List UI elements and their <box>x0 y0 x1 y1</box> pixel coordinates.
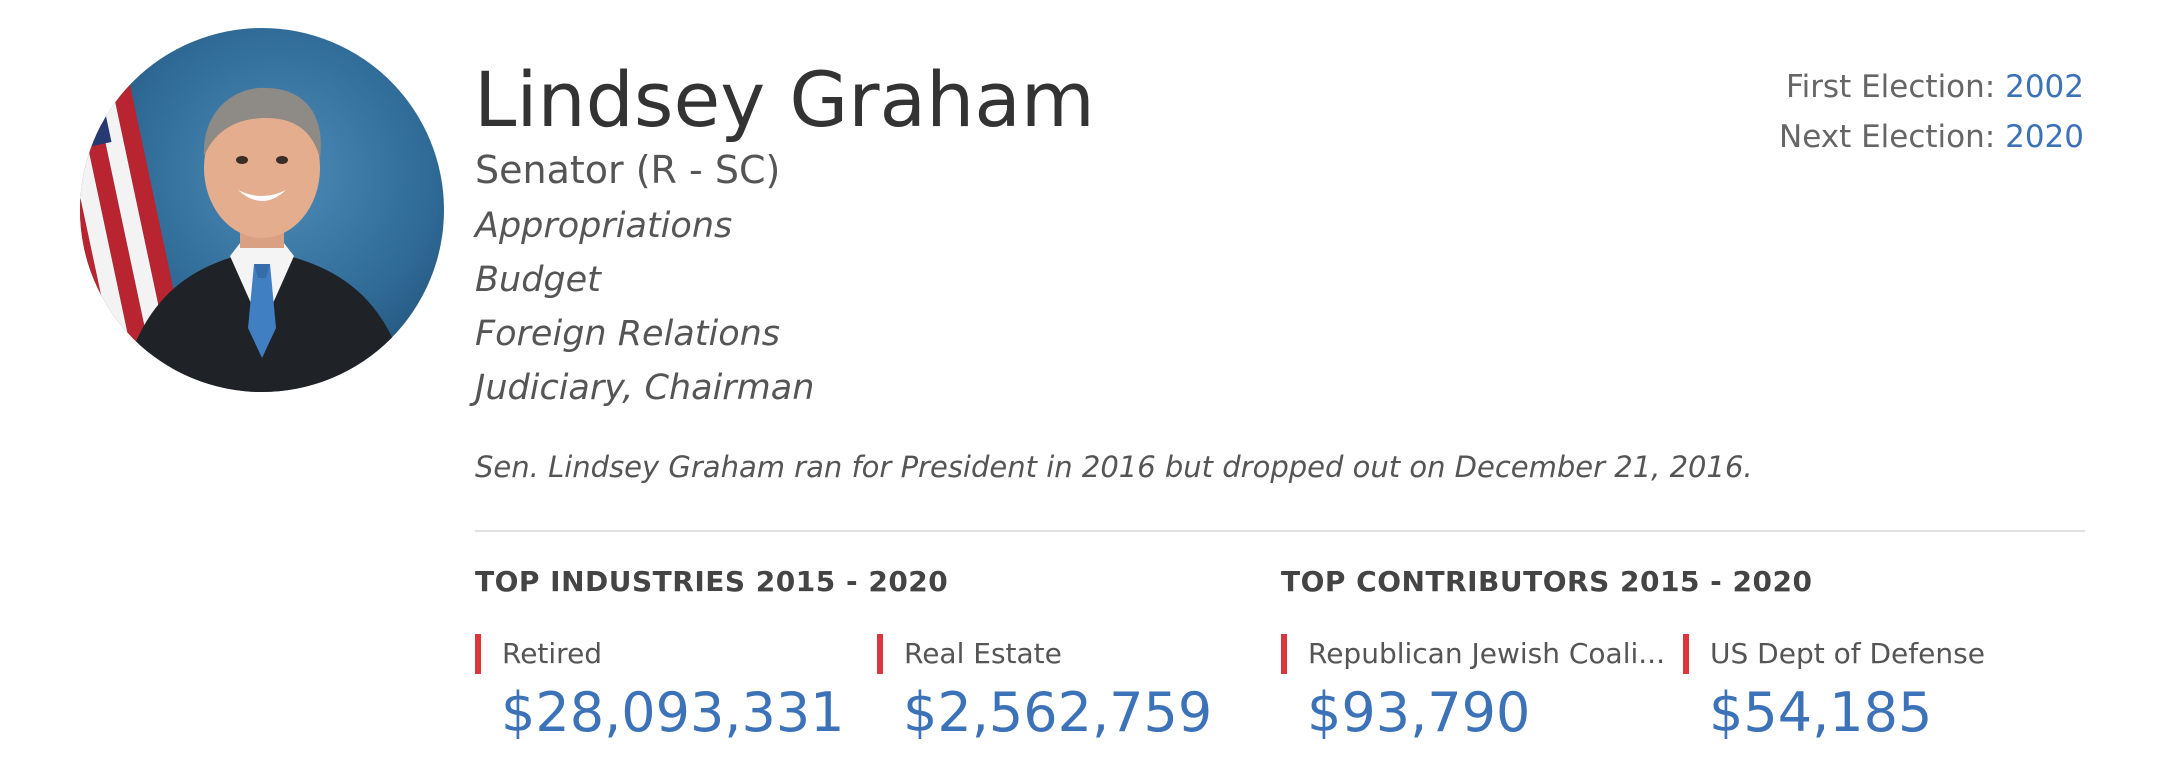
first-election-row: First Election: 2002 <box>1779 62 2084 112</box>
industry-label: Real Estate <box>904 637 1062 670</box>
industry-amount: $28,093,331 <box>501 681 845 744</box>
first-election-label: First Election: <box>1786 69 2006 105</box>
election-info: First Election: 2002 Next Election: 2020 <box>1779 62 2084 162</box>
next-election-label: Next Election: <box>1779 119 2006 155</box>
committee-item: Appropriations <box>475 206 733 246</box>
committee-list: Appropriations Budget Foreign Relations … <box>475 199 814 415</box>
accent-bar <box>877 634 883 674</box>
accent-bar <box>475 634 481 674</box>
industry-label: Retired <box>502 637 603 670</box>
senator-name: Lindsey Graham <box>474 55 1095 144</box>
contributors-title: TOP CONTRIBUTORS 2015 - 2020 <box>1281 565 1813 598</box>
committee-item: Budget <box>475 260 601 300</box>
accent-bar <box>1683 634 1689 674</box>
industries-title: TOP INDUSTRIES 2015 - 2020 <box>475 565 949 598</box>
industry-amount: $2,562,759 <box>903 681 1213 744</box>
first-election-value[interactable]: 2002 <box>2005 69 2084 105</box>
contributor-amount: $93,790 <box>1307 681 1531 744</box>
committee-item: Judiciary, Chairman <box>475 368 815 408</box>
accent-bar <box>1281 634 1287 674</box>
portrait-image <box>80 28 444 392</box>
senator-note: Sen. Lindsey Graham ran for President in… <box>475 450 1753 484</box>
next-election-row: Next Election: 2020 <box>1779 112 2084 162</box>
contributor-label: US Dept of Defense <box>1710 637 1985 670</box>
senator-role: Senator (R - SC) <box>475 148 781 192</box>
contributor-label: Republican Jewish Coali... <box>1308 637 1665 670</box>
senator-avatar <box>80 28 444 392</box>
next-election-value[interactable]: 2020 <box>2005 119 2084 155</box>
contributor-amount: $54,185 <box>1709 681 1933 744</box>
section-divider <box>475 530 2085 532</box>
committee-item: Foreign Relations <box>475 314 781 354</box>
